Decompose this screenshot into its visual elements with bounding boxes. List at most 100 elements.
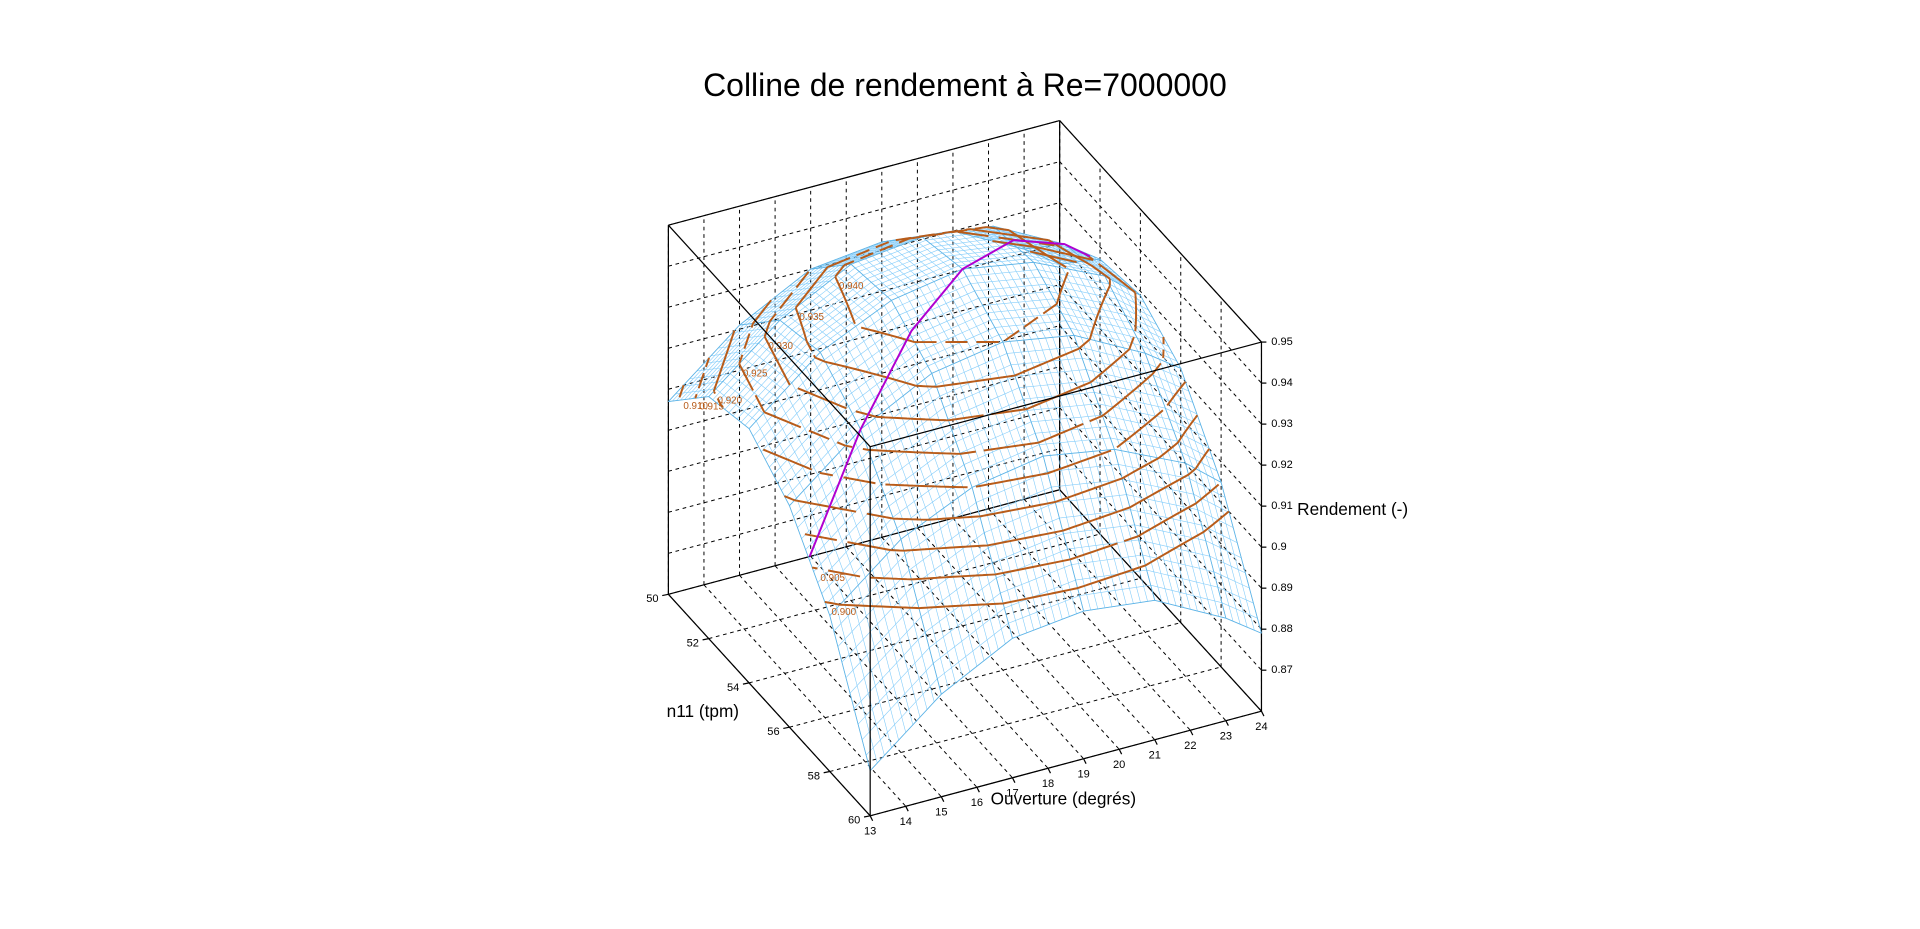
floor-grid-line <box>988 508 1191 731</box>
contour-label: 0.930 <box>768 341 793 352</box>
y-tick-mark <box>863 815 871 818</box>
x-tick-label: 19 <box>1077 769 1089 781</box>
y-axis-label: n11 (tpm) <box>667 701 739 721</box>
wall-grid-line <box>1059 202 1262 425</box>
mesh-line <box>760 283 1153 452</box>
mesh-line <box>692 227 1085 399</box>
floor-grid-line <box>703 584 907 807</box>
x-tick-label: 14 <box>900 816 912 828</box>
x-tick-label: 16 <box>971 797 983 809</box>
floor-grid-line <box>1023 498 1227 722</box>
contour-label: 0.940 <box>839 281 864 292</box>
wall-grid-line <box>668 284 1060 390</box>
contour-line <box>678 384 1211 552</box>
mesh-line <box>712 229 1105 401</box>
mesh-line <box>756 276 1149 445</box>
wall-grid-line <box>668 448 1060 554</box>
wall-grid-line <box>668 407 1060 513</box>
mesh-line <box>720 236 1113 407</box>
contour-line <box>834 226 1069 344</box>
y-tick-mark <box>783 726 790 730</box>
y-tick-mark <box>702 638 709 641</box>
box-edge <box>1059 489 1262 712</box>
y-tick-mark <box>823 770 830 774</box>
z-tick-label: 0.93 <box>1271 418 1293 430</box>
x-tick-label: 20 <box>1113 759 1125 771</box>
mesh-line <box>736 251 1129 420</box>
mesh-line <box>861 569 1254 740</box>
mesh-line <box>769 298 1161 468</box>
z-tick-label: 0.95 <box>1271 336 1293 348</box>
z-tick-label: 0.94 <box>1271 377 1293 389</box>
contour-line <box>811 483 1220 581</box>
x-tick-mark <box>1011 777 1016 783</box>
mesh-line <box>801 369 1193 539</box>
x-tick-mark <box>1225 720 1229 726</box>
x-tick-mark <box>976 786 980 793</box>
x-tick-label: 23 <box>1220 731 1232 743</box>
wall-grid-line <box>668 325 1060 431</box>
chart-title: Colline de rendement à Re=7000000 <box>703 67 1227 103</box>
y-tick-label: 56 <box>767 726 779 738</box>
floor-grid-line <box>739 574 942 798</box>
mesh-line <box>744 258 1137 426</box>
floor-grid-line <box>774 565 978 788</box>
mesh-line <box>805 380 1198 550</box>
contour-label: 0.905 <box>820 573 845 584</box>
z-tick-label: 0.92 <box>1271 459 1293 471</box>
mesh-line <box>853 539 1246 709</box>
x-axis-label: Ouverture (degrés) <box>991 788 1136 808</box>
mesh-line <box>813 403 1206 572</box>
ridge-line <box>808 239 1091 557</box>
mesh-line <box>797 357 1189 528</box>
mesh-line <box>817 414 1210 583</box>
x-tick-label: 17 <box>1006 788 1018 800</box>
z-tick-label: 0.91 <box>1271 500 1293 512</box>
x-tick-mark <box>869 815 874 821</box>
box-edge <box>668 119 1060 226</box>
contour-line <box>712 250 1187 489</box>
floor-grid-line <box>845 546 1049 769</box>
x-tick-label: 15 <box>935 807 947 819</box>
x-tick-label: 13 <box>864 826 876 838</box>
wall-grid-line <box>1059 407 1262 630</box>
y-tick-label: 60 <box>848 815 860 827</box>
contour-label: 0.910 <box>683 401 708 412</box>
x-tick-mark <box>1083 758 1087 764</box>
y-tick-label: 52 <box>687 637 699 649</box>
x-tick-mark <box>1118 748 1123 755</box>
wall-grid-line <box>1059 325 1262 548</box>
z-tick-label: 0.89 <box>1271 582 1293 594</box>
mesh-line <box>825 437 1218 605</box>
z-tick-label: 0.87 <box>1271 664 1293 676</box>
y-tick-mark <box>662 593 669 597</box>
wall-grid-line <box>1059 161 1262 384</box>
contour-label: 0.925 <box>743 368 768 379</box>
mesh-line <box>841 494 1234 663</box>
floor-grid-line <box>829 666 1222 772</box>
x-tick-mark <box>1260 710 1265 717</box>
y-tick-label: 50 <box>646 593 658 605</box>
mesh-line <box>728 243 1121 413</box>
x-tick-label: 18 <box>1042 778 1054 790</box>
wall-grid-line <box>668 161 1060 267</box>
contour-line <box>694 357 1199 521</box>
box-edge <box>668 489 1060 595</box>
mesh-line <box>865 584 1258 756</box>
surface-column <box>739 319 942 695</box>
surface-column <box>668 396 871 771</box>
x-tick-label: 24 <box>1255 721 1267 733</box>
contour-line <box>824 510 1230 610</box>
z-tick-label: 0.9 <box>1271 541 1286 553</box>
wall-grid-line <box>1059 366 1262 589</box>
mesh-line <box>849 524 1242 694</box>
x-tick-mark <box>1154 739 1158 745</box>
x-tick-mark <box>940 796 945 802</box>
contour-line <box>763 230 1138 422</box>
contour-label: 0.935 <box>799 312 824 323</box>
mesh-line <box>809 392 1202 561</box>
contour-label: 0.915 <box>699 402 724 413</box>
